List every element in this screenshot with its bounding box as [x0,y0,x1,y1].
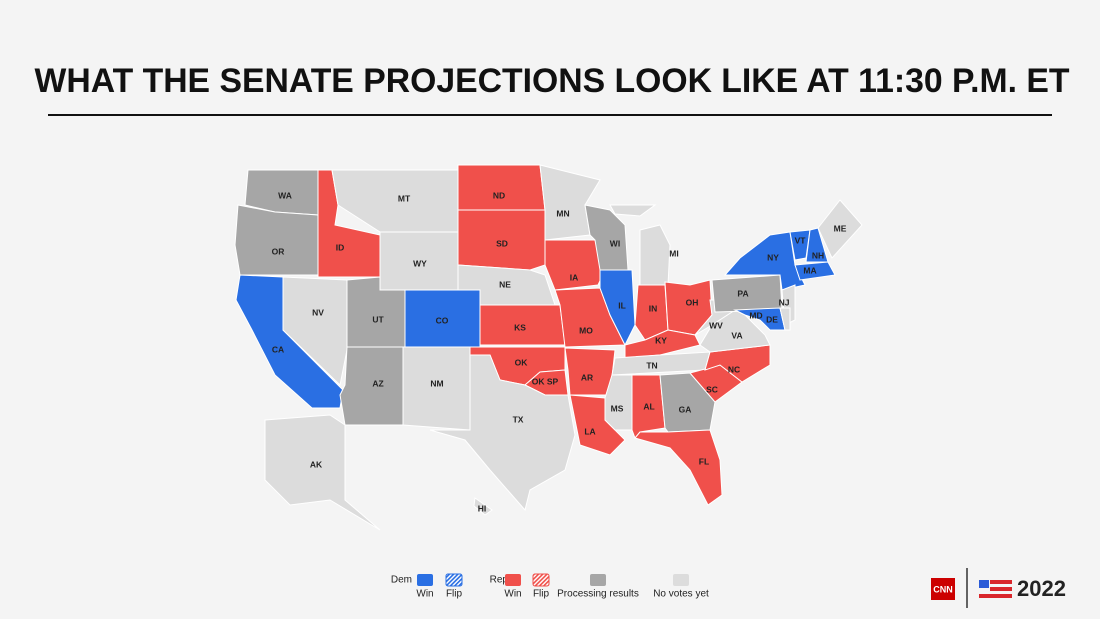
state-label: MO [579,325,593,335]
state [609,204,657,217]
legend-label: Win [504,589,521,600]
state-label: CA [272,344,284,354]
legend-swatch [532,573,550,587]
state-label: NC [728,364,740,374]
legend-swatch [445,573,463,587]
title: WHAT THE SENATE PROJECTIONS LOOK LIKE AT… [35,62,1070,100]
state-label: AR [581,372,593,382]
state [794,261,836,281]
state-label: OH [686,297,699,307]
state-label: GA [679,404,692,414]
state-label: MS [611,403,624,413]
state-label: SC [706,384,718,394]
state-label: NH [812,250,824,260]
state-label: WA [278,190,292,200]
year: 2022 [1017,576,1066,601]
state-label: SD [496,238,508,248]
legend-label: Flip [446,589,463,600]
state-label: NJ [779,297,790,307]
state-label: LA [584,426,595,436]
state-label: AL [643,401,654,411]
state-label: OK SP [532,376,559,386]
state-label: UT [372,314,384,324]
state-label: VA [731,330,742,340]
state [234,204,319,276]
state-label: AK [310,459,323,469]
state [779,307,791,331]
state-label: IN [649,303,658,313]
state-label: HI [478,503,487,513]
state-label: MD [749,310,762,320]
legend-swatch [417,574,433,586]
state-label: IL [618,300,626,310]
state [457,164,546,211]
legend-swatch [673,574,689,586]
state-label: NE [499,279,511,289]
state [564,347,616,396]
legend-label: No votes yet [653,589,709,600]
state [634,429,723,506]
state-label: PA [737,288,748,298]
state [282,276,348,386]
state [402,346,471,431]
state-label: WI [610,238,620,248]
state-label: DE [766,314,778,324]
state-label: TN [646,360,657,370]
flag-icon [979,580,1012,598]
state-label: NV [312,307,324,317]
state-label: MN [556,208,569,218]
legend-group-label: Dem [391,575,412,586]
legend-swatch [590,574,606,586]
legend-group-label: Rep [490,575,509,586]
legend: Dem Win Flip Rep Win Flip Processing results No… [391,573,709,600]
legend-swatch [505,574,521,586]
state-label: NM [430,378,443,388]
state [817,199,863,259]
network-logo [931,578,955,600]
network-name: CNN [933,584,953,594]
state-label: TX [513,414,524,424]
state-label: WY [413,258,427,268]
state [639,224,671,286]
state-label: IA [570,272,579,282]
legend-label: Flip [533,589,550,600]
state-label: KS [514,322,526,332]
state-label: KY [655,335,667,345]
state [264,414,381,531]
state-label: MI [669,248,678,258]
state-label: OK [515,357,529,367]
state-label: VT [795,235,807,245]
state-label: MT [398,193,411,203]
state [457,209,546,271]
state-label: CO [436,315,449,325]
legend-label: Win [416,589,433,600]
state [429,354,576,512]
state [473,497,493,516]
state-label: NY [767,252,779,262]
state-label: ND [493,190,505,200]
state-label: WV [709,320,723,330]
state-label: FL [699,456,709,466]
state-label: OR [272,246,285,256]
state-label: ME [834,223,847,233]
state-label: ID [336,242,345,252]
legend-label: Processing results [557,589,639,600]
state-label: AZ [372,378,383,388]
state-label: MA [803,265,816,275]
